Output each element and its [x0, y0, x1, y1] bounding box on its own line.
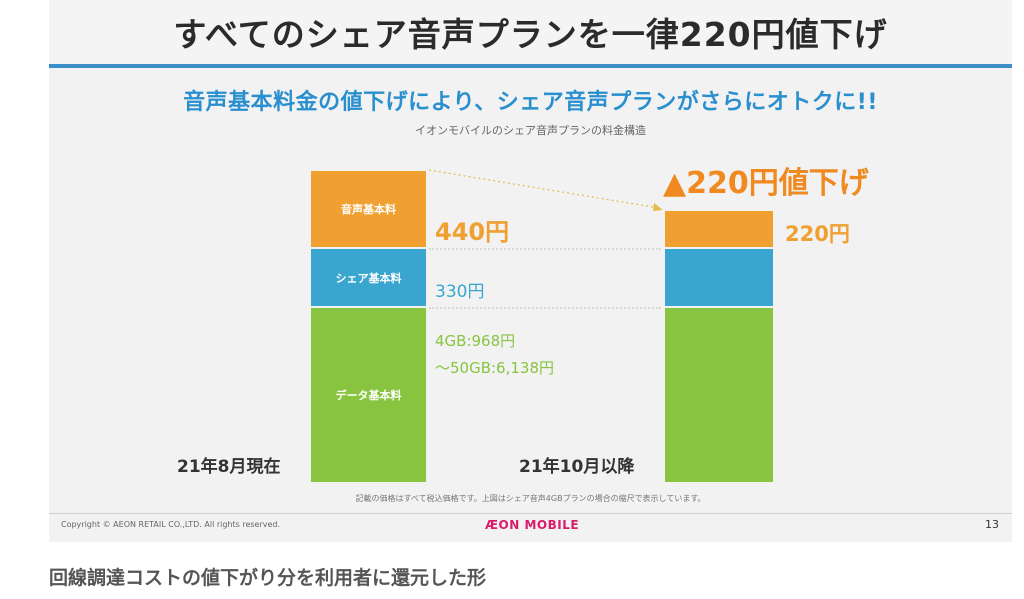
slide-title: すべてのシェア音声プランを一律220円値下げ	[49, 0, 1012, 64]
after-data-segment	[665, 308, 773, 482]
before-period-label: 21年8月現在	[177, 457, 281, 477]
guide-line	[429, 248, 661, 250]
chart-caption: イオンモバイルのシェア音声プランの料金構造	[415, 124, 646, 137]
reduction-arrow-icon	[428, 169, 663, 211]
aeon-mobile-logo: ÆON MOBILE	[485, 518, 580, 532]
after-voice-segment	[665, 211, 773, 247]
presentation-slide: すべてのシェア音声プランを一律220円値下げ 音声基本料金の値下げにより、シェア…	[49, 0, 1012, 542]
before-data-price-50gb: ～50GB:6,138円	[435, 359, 554, 377]
before-data-price-4gb: 4GB:968円	[435, 332, 516, 350]
slide-subtitle: 音声基本料金の値下げにより、シェア音声プランがさらにオトクに!!	[183, 90, 878, 115]
before-voice-price: 440円	[435, 218, 510, 246]
price-note: 記載の価格はすべて税込価格です。上図はシェア音声4GBプランの場合の縮尺で表示し…	[355, 494, 706, 503]
before-voice-segment: 音声基本料	[311, 171, 426, 247]
before-share-segment: シェア基本料	[311, 249, 426, 306]
image-caption: 回線調達コストの値下がり分を利用者に還元した形	[49, 567, 487, 589]
copyright-text: Copyright © AEON RETAIL CO.,LTD. All rig…	[61, 520, 281, 529]
discount-amount: ▲220円値下げ	[663, 166, 869, 201]
before-share-price: 330円	[435, 282, 485, 302]
title-divider	[49, 64, 1012, 68]
after-period-label: 21年10月以降	[519, 457, 635, 477]
before-share-label: シェア基本料	[335, 271, 402, 285]
before-data-segment: データ基本料	[311, 308, 426, 482]
guide-line	[429, 307, 661, 309]
after-voice-price: 220円	[785, 222, 850, 246]
after-share-segment	[665, 249, 773, 306]
page-number: 13	[985, 518, 999, 531]
before-data-label: データ基本料	[335, 389, 402, 402]
footer-divider	[49, 513, 1012, 514]
before-voice-label: 音声基本料	[341, 203, 396, 216]
